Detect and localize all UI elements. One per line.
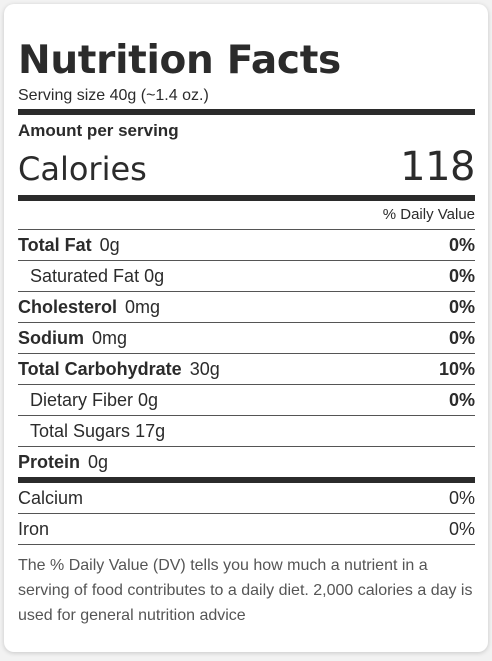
mineral-name: Calcium <box>18 487 84 508</box>
nutrition-title: Nutrition Facts <box>18 38 341 83</box>
nutrient-name: Protein <box>18 451 81 472</box>
mineral-row-iron: Iron 0% <box>18 514 475 545</box>
nutrient-amount: 30g <box>189 358 220 379</box>
daily-value-header: % Daily Value <box>18 201 475 230</box>
calories-value: 118 <box>400 144 475 190</box>
nutrient-dv: 0% <box>448 296 475 317</box>
nutrient-name: Sodium <box>18 327 84 348</box>
nutrient-row-dietary-fiber: Dietary Fiber 0g 0% <box>18 385 475 416</box>
mineral-dv: 0% <box>448 518 475 539</box>
nutrient-amount: 0g <box>88 451 109 472</box>
nutrient-dv: 10% <box>438 358 475 379</box>
nutrient-row-total-sugars: Total Sugars 17g <box>18 416 475 447</box>
nutrient-name: Total Fat <box>18 234 92 255</box>
nutrient-row-protein: Protein 0g <box>18 447 475 483</box>
nutrition-card: Nutrition Facts Serving size 40g (~1.4 o… <box>4 4 488 652</box>
nutrient-row-total-fat: Total Fat 0g 0% <box>18 230 475 261</box>
nutrient-row-sodium: Sodium 0mg 0% <box>18 323 475 354</box>
mineral-name: Iron <box>18 518 50 539</box>
nutrient-amount: 0g <box>144 265 165 286</box>
nutrient-amount: 0mg <box>92 327 128 348</box>
nutrient-name: Total Carbohydrate <box>18 358 182 379</box>
mineral-dv: 0% <box>448 487 475 508</box>
nutrient-dv: 0% <box>448 265 475 286</box>
nutrient-name: Cholesterol <box>18 296 118 317</box>
mineral-row-calcium: Calcium 0% <box>18 483 475 514</box>
nutrient-name: Total Sugars <box>30 420 131 441</box>
nutrient-name: Dietary Fiber <box>30 389 134 410</box>
nutrient-dv: 0% <box>448 234 475 255</box>
nutrient-amount: 17g <box>135 420 166 441</box>
calories-row: Calories 118 <box>18 145 475 201</box>
nutrient-row-total-carbohydrate: Total Carbohydrate 30g 10% <box>18 354 475 385</box>
amount-per-serving: Amount per serving <box>18 121 179 140</box>
nutrient-row-saturated-fat: Saturated Fat 0g 0% <box>18 261 475 292</box>
nutrient-row-cholesterol: Cholesterol 0mg 0% <box>18 292 475 323</box>
nutrient-amount: 0g <box>138 389 159 410</box>
daily-value-footnote: The % Daily Value (DV) tells you how muc… <box>18 557 473 624</box>
nutrient-amount: 0g <box>99 234 120 255</box>
nutrient-dv: 0% <box>448 389 475 410</box>
nutrient-name: Saturated Fat <box>30 265 140 286</box>
calories-label: Calories <box>18 150 147 188</box>
nutrition-facts-label: Nutrition Facts Serving size 40g (~1.4 o… <box>18 34 475 628</box>
serving-size: Serving size 40g (~1.4 oz.) <box>18 86 475 115</box>
nutrient-amount: 0mg <box>125 296 161 317</box>
nutrient-dv: 0% <box>448 327 475 348</box>
